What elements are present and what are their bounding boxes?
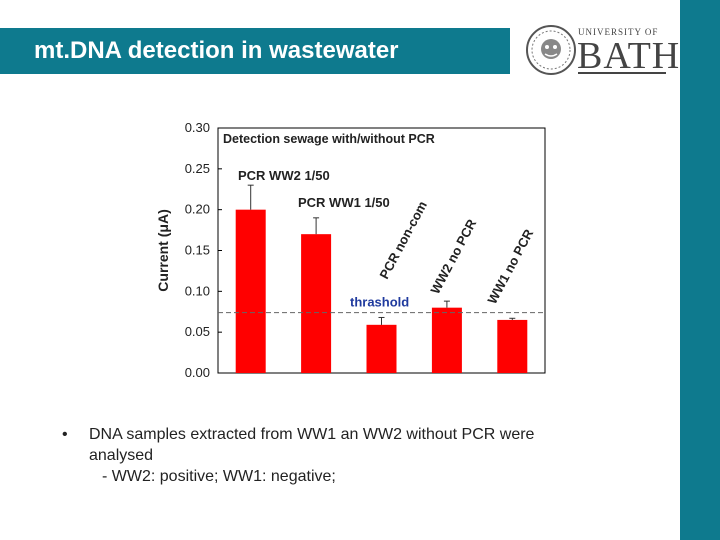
bullet-line-2: analysed <box>89 447 154 464</box>
bar <box>366 324 397 373</box>
logo-bath: BATH <box>577 35 681 77</box>
category-label: PCR WW1 1/50 <box>298 195 390 210</box>
y-tick-label: 0.15 <box>185 243 210 258</box>
slide-title: mt.DNA detection in wastewater <box>34 37 399 64</box>
bar <box>235 209 266 373</box>
category-label: PCR WW2 1/50 <box>238 168 330 183</box>
y-tick-label: 0.00 <box>185 365 210 380</box>
title-gap <box>510 28 520 74</box>
bar <box>431 307 462 373</box>
y-tick-label: 0.10 <box>185 283 210 298</box>
bullet-list: • DNA samples extracted from WW1 an WW2 … <box>62 424 662 487</box>
y-tick-label: 0.25 <box>185 161 210 176</box>
y-tick-label: 0.30 <box>185 120 210 135</box>
university-logo: UNIVERSITY OF BATH <box>520 22 679 78</box>
bar <box>301 234 332 373</box>
title-bar: mt.DNA detection in wastewater <box>0 28 510 74</box>
y-tick-label: 0.20 <box>185 202 210 217</box>
bar-chart: 0.00 0.05 0.10 0.15 0.20 0.25 0.30 Current (μA)… <box>155 120 546 380</box>
bullet-line-3: - WW2: positive; WW1: negative; <box>102 468 336 485</box>
logo-underline <box>578 72 666 74</box>
logo-university-of: UNIVERSITY OF <box>578 27 659 37</box>
bullet-item: • DNA samples extracted from WW1 an WW2 … <box>62 424 662 487</box>
crest-icon <box>526 25 576 75</box>
right-accent-strip <box>680 0 720 540</box>
bullet-line-1: DNA samples extracted from WW1 an WW2 wi… <box>89 426 535 443</box>
threshold-label: thrashold <box>350 295 409 310</box>
chart-title: Detection sewage with/without PCR <box>223 132 435 146</box>
chart-container: 0.00 0.05 0.10 0.15 0.20 0.25 0.30 Current (μA)… <box>155 112 555 392</box>
bullet-marker: • <box>62 426 68 443</box>
y-axis-label: Current (μA) <box>155 209 171 291</box>
bar <box>497 319 528 373</box>
y-tick-label: 0.05 <box>185 324 210 339</box>
